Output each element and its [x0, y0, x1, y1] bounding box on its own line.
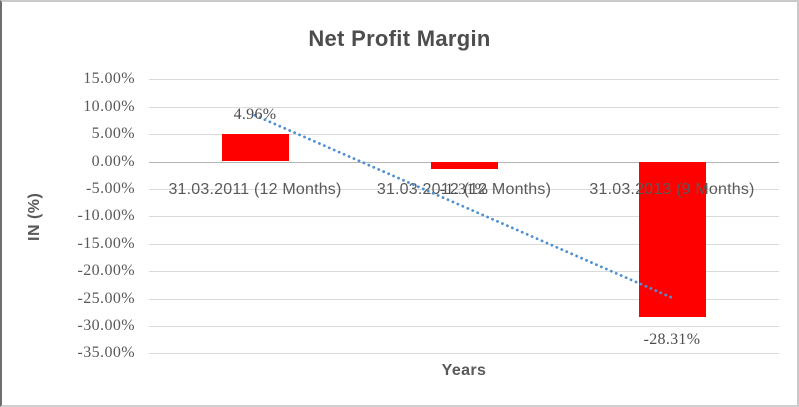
y-tick-label: 15.00% — [83, 70, 135, 88]
chart-title: Net Profit Margin — [308, 26, 491, 51]
gridline — [149, 353, 779, 355]
y-tick-label: 10.00% — [83, 97, 135, 115]
gridline — [149, 325, 779, 327]
bar-2 — [430, 161, 498, 169]
category-label-1: 31.03.2011 (12 Months) — [168, 181, 342, 198]
y-tick-label: -5.00% — [85, 179, 135, 197]
data-label-2: -1.31% — [439, 181, 489, 198]
y-tick-label: -30.00% — [77, 316, 135, 334]
y-tick-label: -15.00% — [77, 234, 135, 252]
y-tick-label: 0.00% — [91, 152, 135, 170]
bar-1 — [221, 134, 289, 162]
y-tick-label: -25.00% — [77, 289, 135, 307]
y-tick-label: -20.00% — [77, 262, 135, 280]
category-label-3: 31.03.2013 (9 Months) — [589, 181, 755, 198]
data-label-1: 4.96% — [233, 106, 277, 124]
x-axis-title: Years — [441, 362, 487, 379]
gridline — [149, 106, 779, 108]
y-tick-label: -10.00% — [77, 207, 135, 225]
data-label-3: -28.31% — [643, 330, 701, 348]
y-tick-label: 5.00% — [91, 125, 135, 143]
gridline — [149, 79, 779, 81]
y-tick-label: -35.00% — [77, 344, 135, 362]
